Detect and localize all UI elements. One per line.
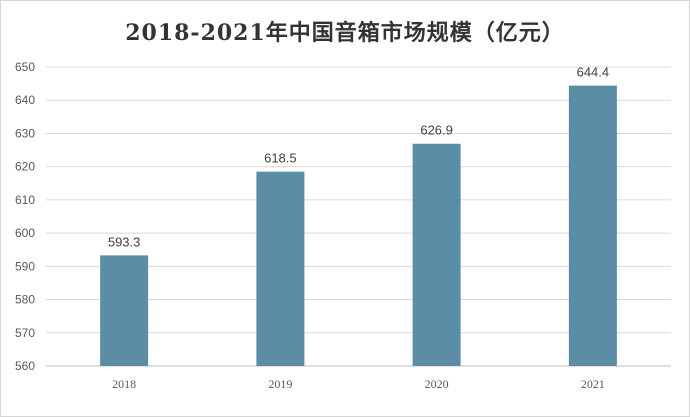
bars: [100, 85, 617, 367]
bar-2020: [412, 143, 461, 366]
y-tick-label: 580: [15, 293, 35, 307]
chart-title: 2018-2021年中国音箱市场规模（亿元）: [125, 20, 565, 46]
data-labels: 593.3 618.5 626.9 644.4: [108, 65, 609, 250]
y-tick-label: 560: [15, 359, 35, 373]
x-axis-ticks: 2018 2019 2020 2021: [112, 377, 605, 391]
gridlines: [46, 66, 671, 367]
y-axis-ticks: 560 570 580 590 600 610 620 630 640 650: [15, 60, 35, 373]
y-tick-label: 620: [15, 160, 35, 174]
x-tick-label-2018: 2018: [112, 377, 136, 391]
x-tick-label-2020: 2020: [425, 377, 449, 391]
data-label-2019: 618.5: [264, 151, 297, 166]
data-label-2018: 593.3: [108, 234, 141, 249]
bar-2019: [256, 171, 305, 366]
bar-2018: [100, 255, 149, 366]
y-tick-label: 630: [15, 126, 35, 140]
bar-2021: [568, 85, 617, 367]
y-tick-label: 570: [15, 326, 35, 340]
y-tick-label: 590: [15, 259, 35, 273]
data-label-2021: 644.4: [577, 65, 610, 80]
x-tick-label-2019: 2019: [268, 377, 292, 391]
y-tick-label: 610: [15, 193, 35, 207]
x-tick-label-2021: 2021: [581, 377, 605, 391]
y-tick-label: 640: [15, 93, 35, 107]
y-tick-label: 600: [15, 226, 35, 240]
data-label-2020: 626.9: [420, 123, 453, 138]
y-tick-label: 650: [15, 60, 35, 74]
